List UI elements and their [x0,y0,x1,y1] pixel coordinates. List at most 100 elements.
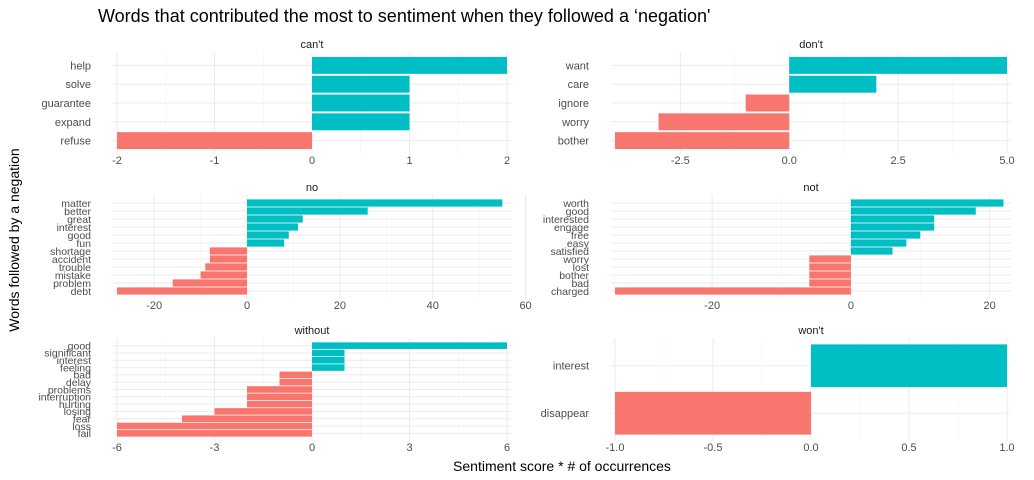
x-tick-label: -3 [210,442,220,454]
y-tick-label: trouble [59,262,91,274]
bar-bad [809,279,851,287]
y-tick-label: bad [73,370,91,382]
bar-good [850,207,976,215]
bar-bother [809,271,851,279]
bar-good [312,342,507,349]
y-tick-label: solve [65,79,91,91]
x-tick-label: 0.0 [782,155,797,167]
y-tick-label: losing [64,406,92,418]
bar-satisfied [850,247,893,255]
bar-interest [312,356,345,364]
y-tick-label: interruption [38,392,91,404]
x-tick-label: -2 [112,155,122,167]
y-tick-label: bad [571,278,589,290]
bar-shortage [209,247,247,255]
bar-fail [117,430,312,437]
y-tick-label: good [68,340,92,352]
bar-significant [312,349,345,357]
x-tick-label: 1 [406,155,412,167]
x-tick-label: -20 [704,300,720,312]
y-tick-label: matter [61,198,91,210]
bar-fear [182,415,312,423]
y-tick-label: bother [559,270,589,282]
x-tick-label: 0.0 [803,442,818,454]
x-tick-label: 0 [309,442,315,454]
y-tick-label: significant [44,348,91,360]
y-tick-label: problems [48,384,91,396]
bar-charged [615,287,851,295]
facet-title-0: can't [301,39,324,51]
bar-loss [117,422,312,430]
bar-losing [214,408,312,415]
y-tick-label: mistake [55,270,91,282]
x-tick-label: -0.5 [704,442,723,454]
bar-interruption [247,393,312,401]
y-tick-label: hurting [59,399,91,411]
y-tick-label: charged [551,286,589,298]
x-tick-label: -1.0 [606,442,625,454]
y-tick-label: interest [57,355,92,367]
x-tick-label: 2.5 [890,155,905,167]
x-tick-label: 0.5 [901,442,916,454]
x-tick-label: 6 [504,442,510,454]
x-tick-label: -20 [146,300,162,312]
x-tick-label: 5.0 [999,155,1014,167]
bar-worry [809,255,851,263]
y-tick-label: good [68,230,92,242]
bar-fun [247,239,285,247]
facet-title-4: without [294,325,330,337]
y-tick-label: fear [73,414,92,426]
y-tick-label: engage [554,222,589,234]
bar-refuse [117,132,312,150]
x-tick-label: -1 [210,155,220,167]
y-tick-label: refuse [60,136,91,148]
y-tick-label: worry [561,117,589,129]
y-tick-label: expand [55,117,91,129]
y-tick-label: interest [553,361,589,373]
bar-worth [850,199,1004,207]
bar-good [247,231,289,239]
facet-title-2: no [306,182,318,194]
bar-interested [850,215,935,223]
y-tick-label: worth [562,198,589,210]
bar-lost [809,263,851,271]
x-tick-label: 0 [309,155,315,167]
x-tick-label: 40 [427,300,439,312]
bar-guarantee [312,94,410,112]
bar-help [312,56,507,74]
bar-interest [811,344,1007,388]
chart-title: Words that contributed the most to senti… [98,6,711,26]
x-tick-label: -2.5 [671,155,690,167]
y-tick-label: bother [558,136,590,148]
y-tick-label: delay [66,377,92,389]
x-tick-label: 2 [504,155,510,167]
y-tick-label: debt [71,286,92,298]
bar-ignore [745,94,790,112]
y-tick-label: lost [573,262,589,274]
y-tick-label: better [64,206,91,218]
bar-hurting [247,400,312,408]
facet-title-3: not [803,182,818,194]
bar-problems [247,386,312,393]
y-tick-label: loss [72,421,91,433]
bar-feeling [312,364,345,371]
y-tick-label: guarantee [41,98,91,110]
y-tick-label: worry [562,254,589,266]
y-tick-label: interest [57,222,92,234]
bar-debt [117,287,247,295]
bar-expand [312,113,410,131]
x-tick-label: 60 [519,300,531,312]
bar-bother [615,132,790,150]
bar-disappear [615,391,811,435]
bar-trouble [205,263,247,271]
facet-title-1: don't [799,39,823,51]
y-tick-label: fail [78,428,91,440]
x-tick-label: 20 [984,300,996,312]
y-tick-label: disappear [541,408,590,420]
bar-worry [658,113,790,131]
bar-accident [209,255,247,263]
x-tick-label: -6 [112,442,122,454]
bar-better [247,207,368,215]
bar-delay [279,378,312,386]
